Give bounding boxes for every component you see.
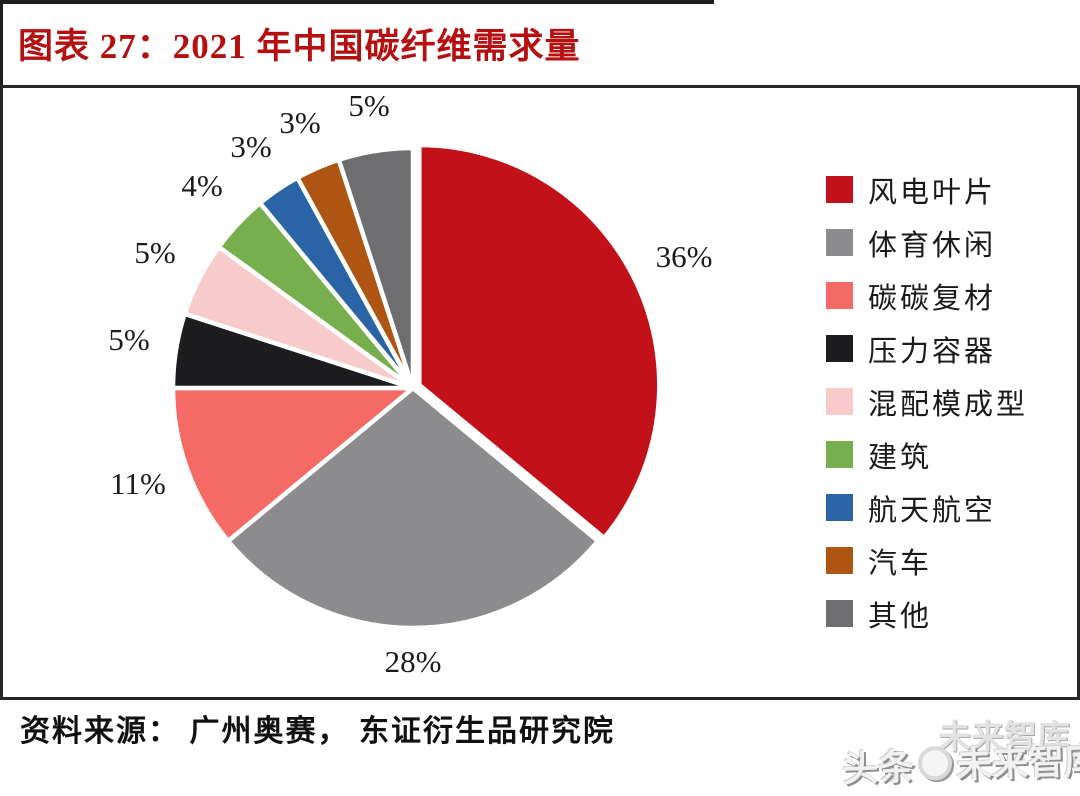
legend: 风电叶片体育休闲碳碳复材压力容器混配模成型建筑航天航空汽车其他 <box>826 176 1028 653</box>
legend-label: 体育休闲 <box>868 229 997 262</box>
legend-color-chip <box>826 494 853 521</box>
pie-slice-2 <box>225 385 601 631</box>
pie-percent-label: 3% <box>279 105 320 140</box>
legend-item-9: 其他 <box>826 600 1028 633</box>
legend-item-4: 压力容器 <box>826 335 1028 368</box>
legend-label: 其他 <box>868 600 933 633</box>
legend-item-2: 体育休闲 <box>826 229 1028 262</box>
legend-label: 混配模成型 <box>868 388 1029 421</box>
legend-color-chip <box>826 600 853 627</box>
pie-slice-1 <box>417 142 662 541</box>
pie-percent-label: 5% <box>348 88 389 123</box>
pie-percent-label: 36% <box>656 239 713 274</box>
chart-title: 图表 27：2021 年中国碳纤维需求量 <box>18 27 581 66</box>
legend-item-8: 汽车 <box>826 547 1028 580</box>
pie-percent-label: 5% <box>134 235 175 270</box>
legend-item-3: 碳碳复材 <box>826 282 1028 315</box>
source-note: 资料来源： 广州奥赛， 东证衍生品研究院 <box>20 715 615 748</box>
legend-item-6: 建筑 <box>826 441 1028 474</box>
legend-color-chip <box>826 335 853 362</box>
pie-percent-label: 11% <box>110 466 166 501</box>
pie-percent-label: 5% <box>108 322 149 357</box>
pie-percent-label: 3% <box>230 129 271 164</box>
legend-label: 风电叶片 <box>868 176 997 209</box>
pie-svg: 36%28%11%5%5%4%3%3% 5% <box>108 88 713 679</box>
legend-color-chip <box>826 229 853 256</box>
watermark-faint: 未来智库 <box>938 720 1070 756</box>
watermark: 头条 未来智库 <box>841 732 1080 793</box>
watermark-name: 未来智库 <box>955 740 1080 786</box>
watermark-logo-icon <box>917 745 953 781</box>
legend-item-7: 航天航空 <box>826 494 1028 527</box>
pie-percent-label: 28% <box>385 644 442 679</box>
legend-label: 碳碳复材 <box>868 282 997 315</box>
legend-color-chip <box>826 282 853 309</box>
pie-slice-9 <box>336 145 416 391</box>
pie-percent-label: 4% <box>181 168 222 203</box>
legend-color-chip <box>826 176 853 203</box>
pie-slice-3 <box>170 385 416 544</box>
legend-label: 汽车 <box>868 547 933 580</box>
chart-area: 36% 28% 11% 5% 5% 4% 3% 3% 5% 风电叶片 体育休闲 碳碳复材 压力容器 混配… <box>0 85 1080 700</box>
watermark-prefix: 头条 <box>841 746 915 790</box>
legend-color-chip <box>826 547 853 574</box>
legend-item-1: 风电叶片 <box>826 176 1028 209</box>
legend-item-5: 混配模成型 <box>826 388 1028 421</box>
legend-label: 建筑 <box>868 441 933 474</box>
legend-label: 压力容器 <box>868 335 997 368</box>
legend-color-chip <box>826 388 853 415</box>
legend-label: 航天航空 <box>868 494 997 527</box>
legend-color-chip <box>826 441 853 468</box>
top-border-line <box>0 0 714 4</box>
left-border-line <box>0 0 3 88</box>
